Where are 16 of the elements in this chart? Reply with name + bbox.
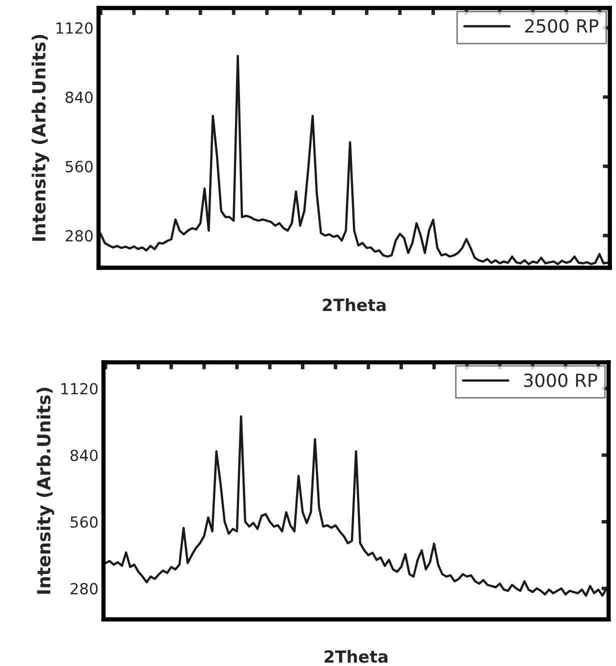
legend-label: 3000 RP — [524, 373, 598, 388]
line-series — [104, 415, 608, 597]
y-tick-label: 1120 — [61, 382, 98, 395]
y-tick-label: 560 — [66, 160, 93, 172]
y-tick-label: 840 — [70, 450, 98, 462]
y-axis-title: Intensity (Arb.Units) — [32, 34, 50, 241]
y-tick-label: 280 — [70, 582, 98, 594]
legend-label: 2500 RP — [525, 19, 598, 33]
y-tick-label: 560 — [70, 516, 98, 528]
y-tick-label: 280 — [66, 230, 93, 242]
y-tick-label: 840 — [66, 92, 93, 104]
x-axis-title: 2Theta — [322, 298, 386, 312]
y-tick-label: 1120 — [56, 22, 93, 34]
line-series — [100, 54, 609, 266]
x-axis-title: 2Theta — [324, 650, 388, 663]
y-axis-title: Intensity (Arb.Units) — [36, 388, 54, 594]
